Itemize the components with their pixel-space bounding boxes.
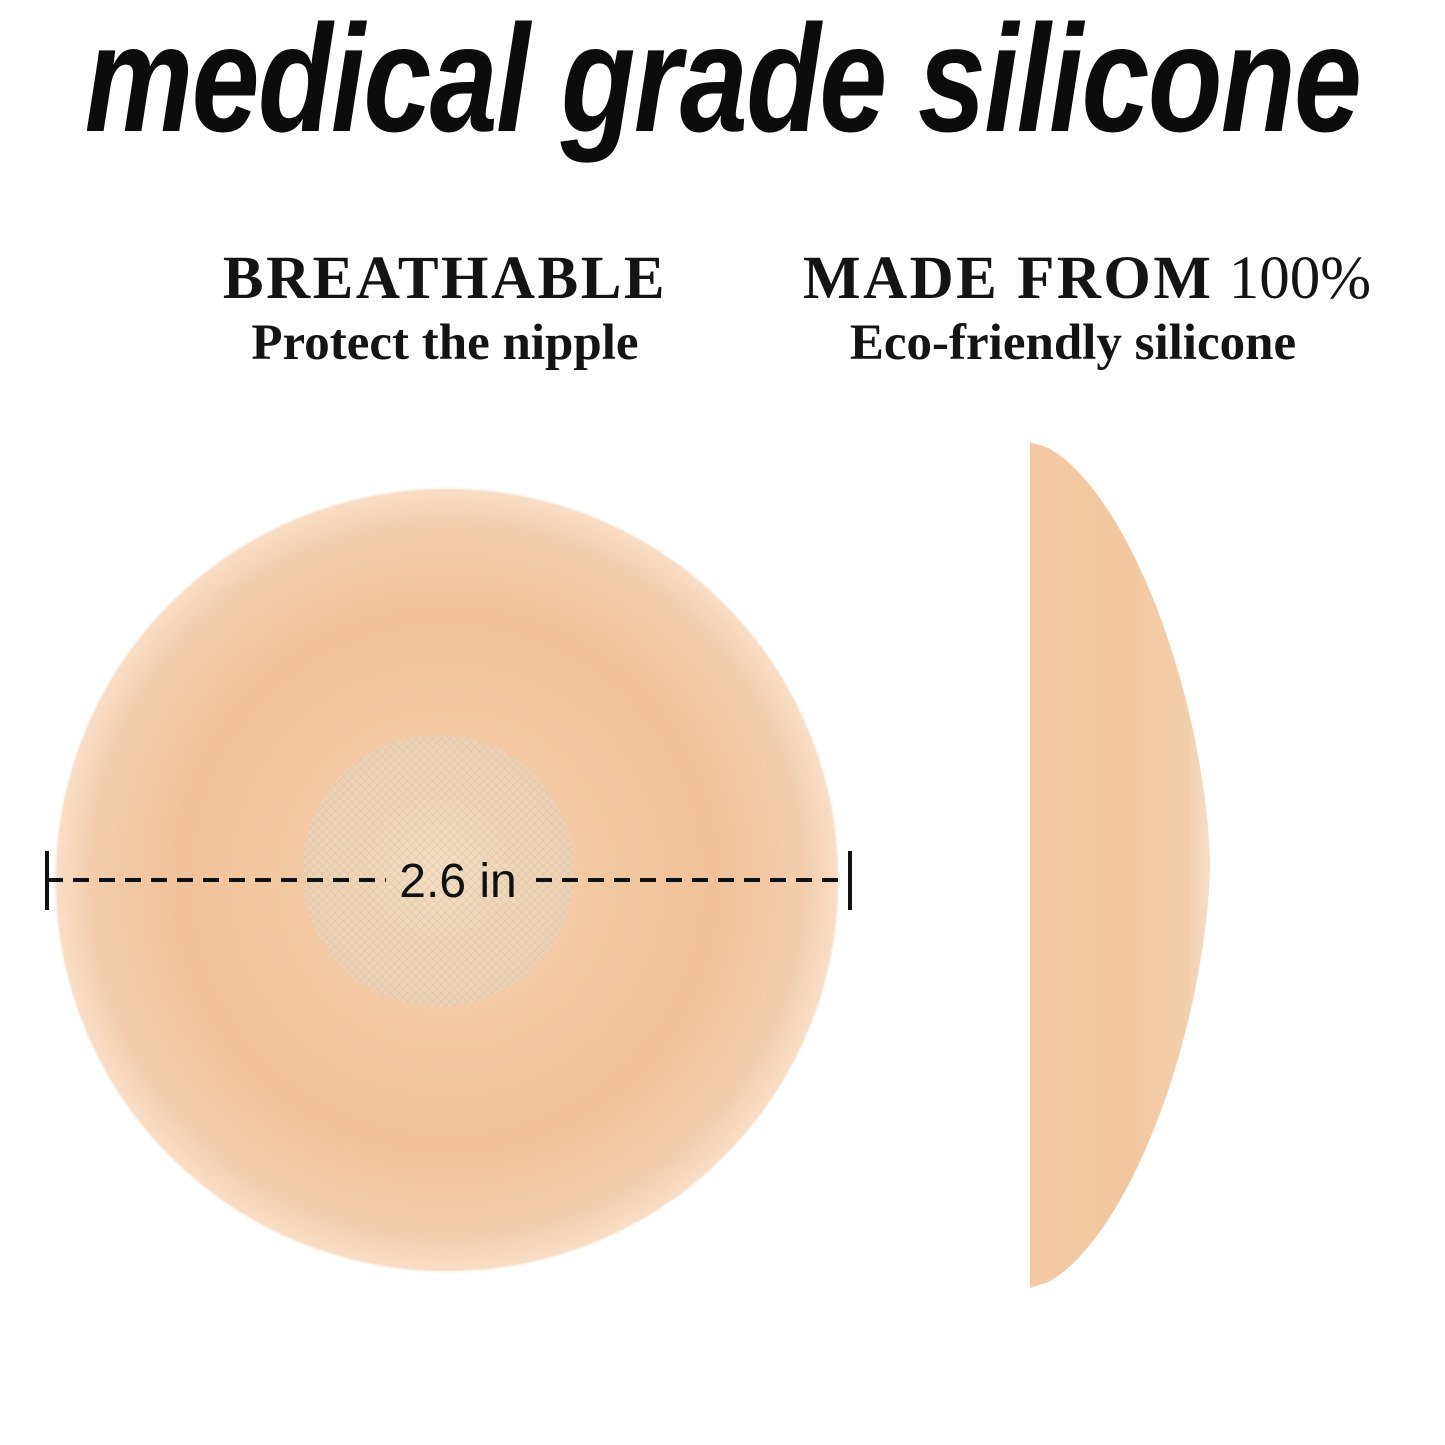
svg-text:2.6 in: 2.6 in: [399, 855, 516, 908]
